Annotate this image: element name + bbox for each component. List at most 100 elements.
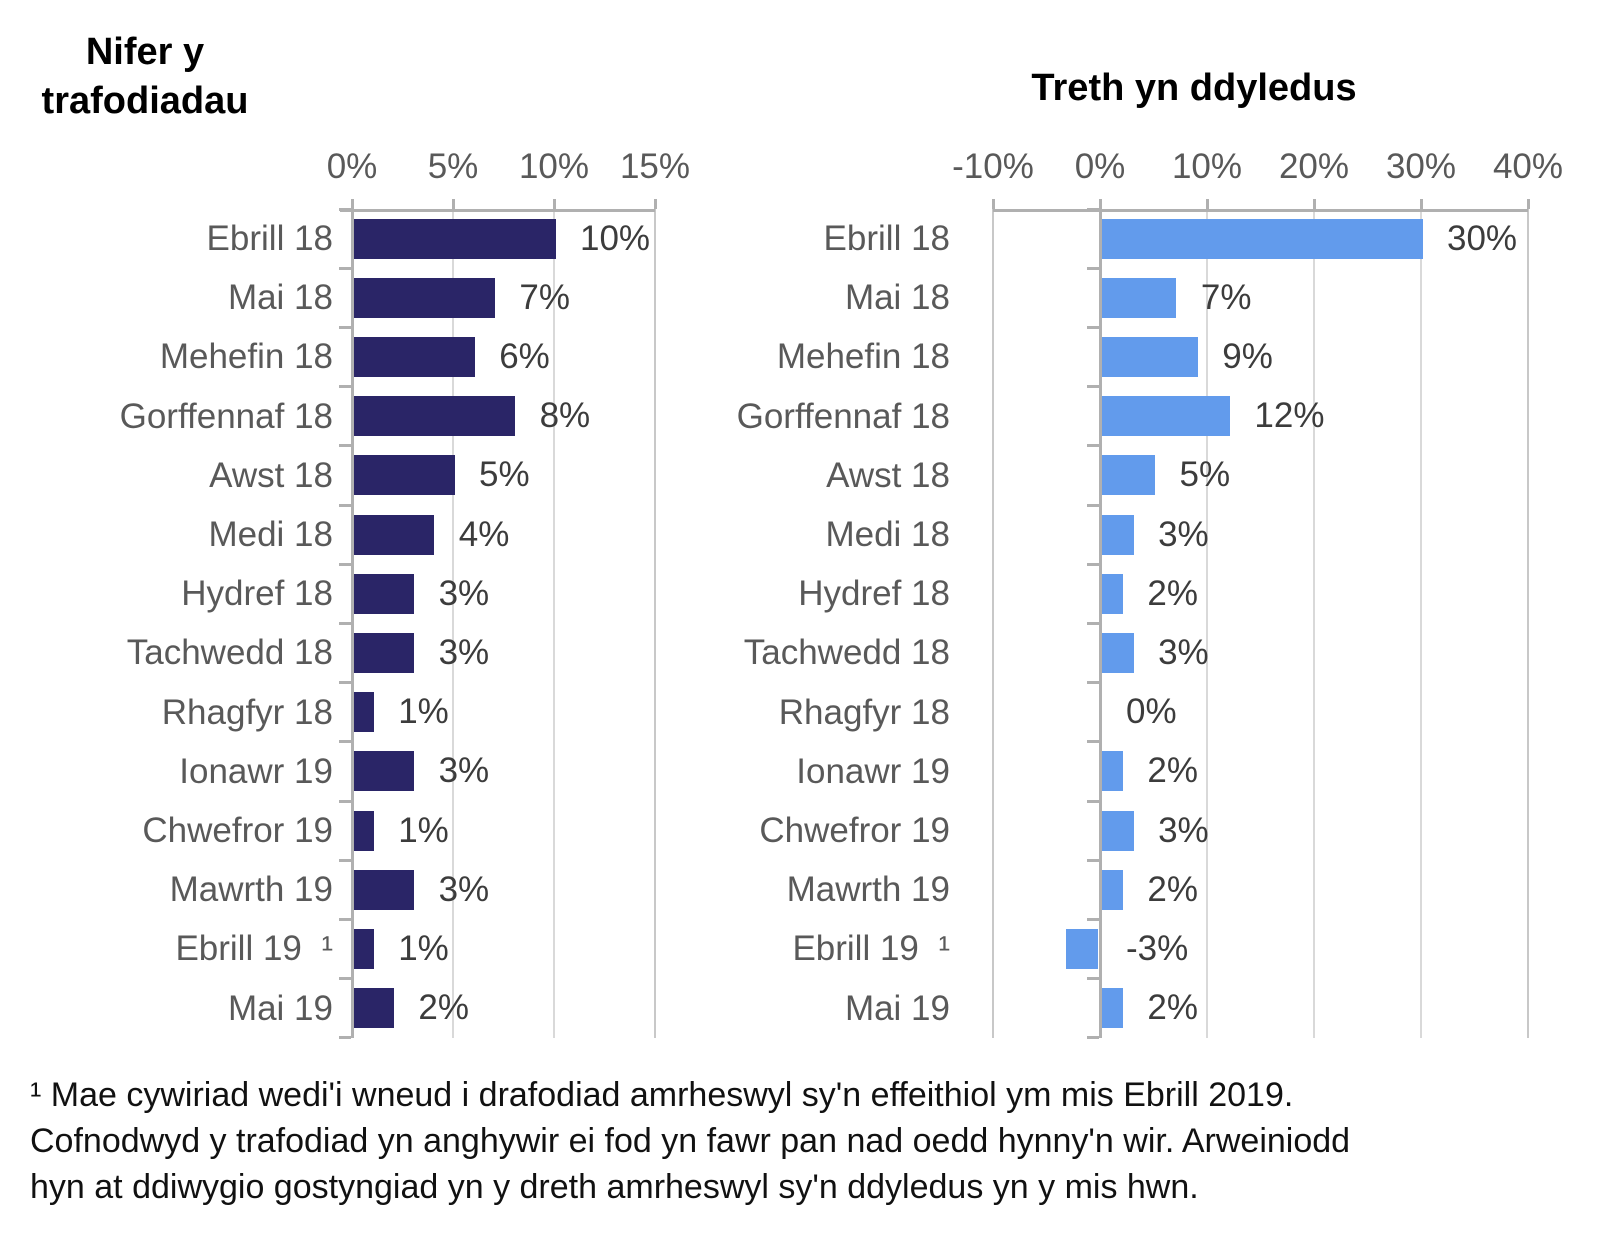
category-label-7: Tachwedd 18 bbox=[126, 633, 333, 673]
bar-10 bbox=[1101, 810, 1134, 851]
bar-13 bbox=[353, 988, 394, 1029]
category-boundary-tick bbox=[1087, 207, 1099, 211]
value-label-11: 2% bbox=[1147, 869, 1198, 909]
axis-tick-30% bbox=[1419, 199, 1423, 209]
category-label-11: Mawrth 19 bbox=[786, 870, 950, 910]
category-label-4: Awst 18 bbox=[209, 455, 333, 495]
category-label-10: Chwefror 19 bbox=[759, 811, 950, 850]
bar-3 bbox=[1101, 396, 1230, 437]
bar-6 bbox=[1101, 573, 1123, 614]
bar-11 bbox=[1101, 869, 1123, 910]
bar-9 bbox=[353, 751, 415, 792]
category-boundary-tick bbox=[339, 917, 351, 921]
bar-13 bbox=[1101, 988, 1123, 1029]
value-label-11: 3% bbox=[438, 869, 490, 909]
gridline-10 bbox=[553, 209, 555, 1038]
right-chart-title-line1: Treth yn ddyledus bbox=[1031, 67, 1357, 109]
category-label-8: Rhagfyr 18 bbox=[778, 692, 950, 732]
category-label-10: Chwefror 19 bbox=[142, 811, 333, 850]
value-label-3: 8% bbox=[539, 396, 591, 436]
category-boundary-tick bbox=[339, 740, 351, 744]
axis-tick-label-20%: 20% bbox=[1278, 147, 1350, 186]
category-boundary-tick bbox=[1087, 325, 1099, 329]
category-label-11: Mawrth 19 bbox=[169, 870, 333, 910]
category-boundary-tick bbox=[339, 858, 351, 862]
category-label-1: Mai 18 bbox=[844, 278, 950, 318]
bar-5 bbox=[1101, 514, 1134, 555]
category-boundary-tick bbox=[1087, 562, 1099, 566]
value-label-5: 4% bbox=[458, 514, 510, 554]
category-boundary-tick bbox=[1087, 977, 1099, 981]
axis-tick-label-0%: 0% bbox=[326, 147, 378, 186]
footnote-line-2: Cofnodwyd y trafodiad yn anghywir ei fod… bbox=[30, 1122, 1351, 1160]
axis-tick-label--10%: -10% bbox=[952, 147, 1034, 186]
category-label-1: Mai 18 bbox=[227, 278, 333, 318]
axis-tick--10% bbox=[991, 199, 995, 209]
value-label-1: 7% bbox=[1200, 277, 1252, 317]
bar-6 bbox=[353, 573, 415, 614]
plot-border-15 bbox=[654, 209, 656, 1038]
category-boundary-tick bbox=[1087, 1036, 1099, 1040]
value-label-6: 3% bbox=[438, 573, 490, 613]
bar-4 bbox=[1101, 455, 1155, 496]
category-label-5: Medi 18 bbox=[825, 515, 950, 554]
category-boundary-tick bbox=[339, 1036, 351, 1040]
footnote-line-1: ¹ Mae cywiriad wedi'i wneud i drafodiad … bbox=[30, 1076, 1294, 1114]
axis-tick-label-30%: 30% bbox=[1385, 147, 1457, 186]
value-label-1: 7% bbox=[519, 277, 570, 317]
category-label-6: Hydref 18 bbox=[798, 574, 950, 614]
value-label-8: 0% bbox=[1126, 692, 1177, 732]
axis-tick-40% bbox=[1526, 199, 1530, 209]
category-label-12: Ebrill 19 ¹ bbox=[175, 929, 333, 969]
category-label-8: Rhagfyr 18 bbox=[161, 692, 333, 732]
axis-tick-10% bbox=[1205, 199, 1209, 209]
axis-tick-label-10%: 10% bbox=[1171, 147, 1243, 186]
category-boundary-tick bbox=[339, 562, 351, 566]
top-axis-line bbox=[993, 209, 1528, 212]
bar-1 bbox=[1101, 277, 1177, 318]
value-label-12: -3% bbox=[1126, 929, 1189, 968]
bar-10 bbox=[353, 810, 374, 851]
category-axis-line bbox=[1098, 209, 1102, 1038]
category-boundary-tick bbox=[1087, 621, 1099, 625]
value-label-10: 3% bbox=[1158, 810, 1209, 850]
value-label-12: 1% bbox=[398, 929, 449, 968]
bar-5 bbox=[353, 514, 435, 555]
category-label-2: Mehefin 18 bbox=[776, 337, 950, 377]
category-boundary-tick bbox=[1087, 799, 1099, 803]
axis-tick-20% bbox=[1312, 199, 1316, 209]
value-label-7: 3% bbox=[1158, 633, 1209, 672]
category-label-5: Medi 18 bbox=[208, 515, 333, 554]
category-boundary-tick bbox=[1087, 917, 1099, 921]
axis-tick-label-15%: 15% bbox=[619, 147, 691, 186]
bar-9 bbox=[1101, 751, 1123, 792]
bar-1 bbox=[353, 277, 495, 318]
category-boundary-tick bbox=[339, 799, 351, 803]
category-boundary-tick bbox=[1087, 266, 1099, 270]
left-chart-title-line2: trafodiadau bbox=[41, 80, 249, 122]
bar-11 bbox=[353, 869, 415, 910]
axis-tick-0% bbox=[350, 199, 354, 209]
category-boundary-tick bbox=[339, 266, 351, 270]
gridline-30 bbox=[1420, 209, 1422, 1038]
value-label-2: 6% bbox=[499, 337, 550, 376]
value-label-0: 10% bbox=[580, 218, 651, 258]
axis-tick-label-5%: 5% bbox=[427, 147, 479, 186]
axis-tick-10% bbox=[552, 199, 556, 209]
category-boundary-tick bbox=[339, 621, 351, 625]
category-boundary-tick bbox=[339, 503, 351, 507]
bar-8 bbox=[353, 692, 374, 733]
category-label-13: Mai 19 bbox=[227, 988, 333, 1028]
category-axis-line bbox=[350, 209, 354, 1038]
category-label-6: Hydref 18 bbox=[181, 574, 333, 614]
bar-12 bbox=[353, 929, 374, 969]
category-boundary-tick bbox=[1087, 503, 1099, 507]
footnote: ¹ Mae cywiriad wedi'i wneud i drafodiad … bbox=[30, 1072, 1550, 1210]
footnote-line-3: hyn at ddiwygio gostyngiad yn y dreth am… bbox=[30, 1168, 1199, 1206]
category-label-7: Tachwedd 18 bbox=[743, 633, 950, 673]
axis-tick-15% bbox=[653, 199, 657, 209]
category-label-4: Awst 18 bbox=[826, 455, 950, 495]
category-label-13: Mai 19 bbox=[844, 988, 950, 1028]
value-label-13: 2% bbox=[418, 988, 469, 1028]
